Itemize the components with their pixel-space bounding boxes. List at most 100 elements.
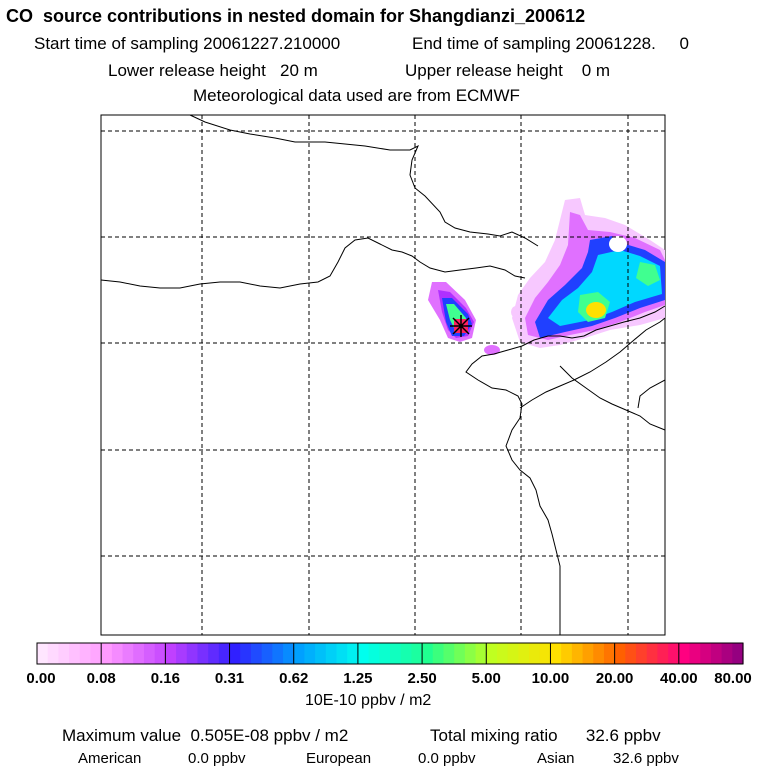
color-scale-step [550, 643, 562, 664]
color-scale-step [143, 643, 156, 664]
color-scale-step [432, 643, 445, 664]
plume-east [512, 198, 665, 348]
color-scale-step [689, 643, 701, 664]
color-scale-step [208, 643, 220, 664]
color-scale-tick-label: 0.31 [214, 670, 245, 687]
color-scale-step [37, 643, 49, 664]
color-scale-step [507, 643, 519, 664]
european-value: 0.0 ppbv [418, 750, 476, 767]
color-scale-step [710, 643, 723, 664]
color-scale-tick-label: 20.00 [595, 670, 634, 687]
star-marker [450, 315, 472, 337]
color-scale-tick-label: 5.00 [471, 670, 501, 687]
color-scale-step [69, 643, 81, 664]
coastlines [100, 114, 666, 635]
color-scale-step [390, 643, 402, 664]
color-scale-step [336, 643, 348, 664]
color-scale-step [518, 643, 530, 664]
color-scale-step [325, 643, 338, 664]
color-scale-step [539, 643, 552, 664]
lower-release-height: Lower release height 20 m [108, 61, 318, 80]
color-scale-step [357, 643, 370, 664]
end-time: End time of sampling 20061228. 0 [412, 34, 689, 53]
start-time: Start time of sampling 20061227.210000 [34, 34, 341, 53]
map-title: CO source contributions in nested domain… [6, 6, 586, 26]
color-scale-step [272, 643, 284, 664]
color-scale-step [700, 643, 712, 664]
total-mixing-ratio: Total mixing ratio 32.6 ppbv [430, 726, 661, 745]
color-scale-step [464, 643, 477, 664]
color-scale-tick-label: 80.00 [714, 670, 752, 687]
asian-label: Asian [537, 750, 575, 767]
plume-speck [511, 306, 521, 318]
color-scale-step [721, 643, 733, 664]
color-scale-step [176, 643, 188, 664]
color-scale-step [90, 643, 102, 664]
color-scale-step [304, 643, 316, 664]
color-scale-step [411, 643, 423, 664]
color-scale-step [603, 643, 616, 664]
color-scale-step [379, 643, 391, 664]
color-scale-step [678, 643, 691, 664]
color-scale-step [529, 643, 541, 664]
met-data-source: Meteorological data used are from ECMWF [193, 86, 520, 105]
color-scale-step [561, 643, 573, 664]
color-scale-step [475, 643, 487, 664]
color-scale-step [79, 643, 92, 664]
american-value: 0.0 ppbv [188, 750, 246, 767]
color-scale-step [443, 643, 455, 664]
plume-cyan-area [548, 250, 662, 326]
color-scale-tick-label: 0.08 [86, 670, 116, 687]
color-scale-step [486, 643, 498, 664]
color-scale-step [400, 643, 412, 664]
plume-speck [484, 345, 500, 355]
color-scale-step [165, 643, 177, 664]
color-scale-tick-label: 10.00 [531, 670, 570, 687]
coast-peninsula [637, 379, 666, 409]
color-scale-step [732, 643, 744, 664]
color-scale-step [315, 643, 327, 664]
color-scale-step [657, 643, 669, 664]
color-scale-tick-label: 0.00 [26, 670, 56, 687]
grid-lines [101, 115, 665, 635]
color-scale-step [133, 643, 145, 664]
color-scale-step [111, 643, 124, 664]
color-scale-step [614, 643, 626, 664]
color-scale-step [582, 643, 594, 664]
color-scale-step [250, 643, 263, 664]
color-scale-step [261, 643, 273, 664]
color-scale-step [240, 643, 252, 664]
border-north [189, 114, 539, 247]
color-scale-step [571, 643, 584, 664]
color-scale-step [646, 643, 659, 664]
color-scale-step [218, 643, 231, 664]
plume-hole [609, 236, 627, 252]
color-scale-step [283, 643, 295, 664]
receptor-star-marker [450, 315, 472, 337]
coast-shandong [559, 365, 666, 431]
color-scale-units: 10E-10 ppbv / m2 [305, 692, 432, 709]
color-scale-tick-label: 0.16 [150, 670, 180, 687]
coast-bohai [465, 345, 561, 635]
color-scale-step [293, 643, 306, 664]
european-label: European [306, 750, 372, 767]
color-scale-tick-label: 2.50 [407, 670, 437, 687]
color-scale-step [58, 643, 70, 664]
color-scale-frame [36, 642, 744, 665]
asian-value: 32.6 ppbv [613, 750, 679, 767]
color-scale-step [593, 643, 605, 664]
color-scale-step [47, 643, 59, 664]
color-scale-step [197, 643, 209, 664]
color-scale-step [154, 643, 166, 664]
maximum-value: Maximum value 0.505E-08 ppbv / m2 [62, 726, 349, 745]
color-scale-step [625, 643, 637, 664]
color-scale-tick-label: 1.25 [343, 670, 373, 687]
border-west [100, 237, 526, 289]
color-scale-step [454, 643, 466, 664]
color-scale-bar [36, 643, 744, 664]
upper-release-height: Upper release height 0 m [405, 61, 611, 80]
color-scale-step [101, 643, 113, 664]
color-scale-tick-label: 40.00 [660, 670, 698, 687]
american-label: American [78, 750, 142, 767]
